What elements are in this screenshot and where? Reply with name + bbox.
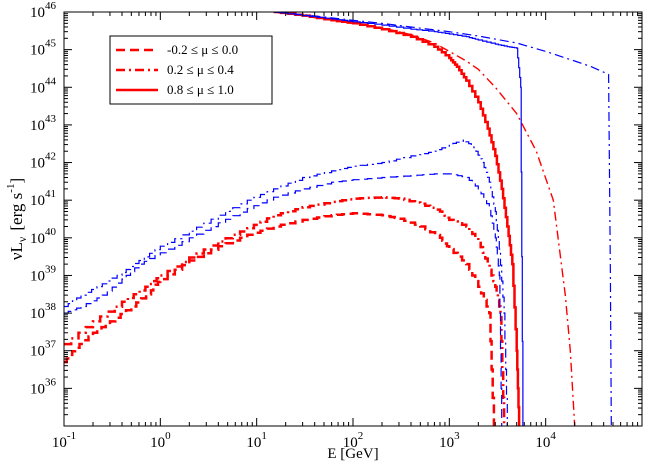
y-tick-label: 1036	[30, 376, 57, 397]
x-tick-label: 104	[535, 430, 556, 451]
y-axis-sup: -1	[5, 184, 17, 193]
legend-label: -0.2 ≤ μ ≤ 0.0	[167, 42, 238, 57]
x-axis-title: E [GeV]	[327, 446, 378, 462]
series-red-dashdot	[64, 195, 506, 426]
y-tick-label: 1044	[30, 75, 57, 96]
y-tick-label: 1043	[30, 113, 57, 134]
axes-layer: 10-1 100 101 102 103 104 1036 1037 1038 1039 1040 1…	[30, 0, 643, 451]
y-tick-label: 1040	[30, 226, 57, 247]
series-red-dash	[64, 211, 496, 426]
y-axis-nu: ν	[7, 252, 26, 260]
y-axis-title: νLν [erg s-1]	[5, 178, 29, 260]
series-red-smooth-dashdot	[273, 12, 576, 426]
y-tick-label: 1038	[30, 301, 57, 322]
y-tick-label: 1041	[30, 188, 56, 209]
x-tick-label: 101	[246, 430, 267, 451]
series-blue-dashdot-upper	[273, 12, 612, 426]
series-blue-dashdot-lower	[64, 139, 508, 426]
y-tick-label: 1039	[30, 263, 57, 284]
series-layer	[64, 12, 612, 426]
y-tick-label: 1045	[30, 38, 57, 59]
legend-label: 0.2 ≤ μ ≤ 0.4	[167, 62, 234, 77]
x-tick-label: 10-1	[52, 430, 76, 451]
series-blue-solid-upper	[273, 12, 524, 426]
x-tick-label: 100	[150, 430, 171, 451]
y-tick-label: 1037	[30, 339, 57, 360]
y-axis-sub: ν	[15, 236, 29, 242]
y-tick-label: 1042	[30, 151, 56, 172]
y-axis-L: L	[7, 242, 26, 252]
x-tick-label: 102	[343, 430, 364, 451]
y-tick-label: 1046	[30, 0, 57, 21]
legend-label: 0.8 ≤ μ ≤ 1.0	[167, 82, 234, 97]
series-blue-dash-lower	[64, 173, 503, 426]
y-axis-close: ]	[7, 178, 26, 184]
legend: -0.2 ≤ μ ≤ 0.0 0.2 ≤ μ ≤ 0.4 0.8 ≤ μ ≤ 1.0	[109, 35, 273, 105]
series-red-solid	[273, 12, 521, 426]
x-tick-label: 103	[439, 430, 460, 451]
y-axis-unit: [erg s	[7, 193, 26, 231]
